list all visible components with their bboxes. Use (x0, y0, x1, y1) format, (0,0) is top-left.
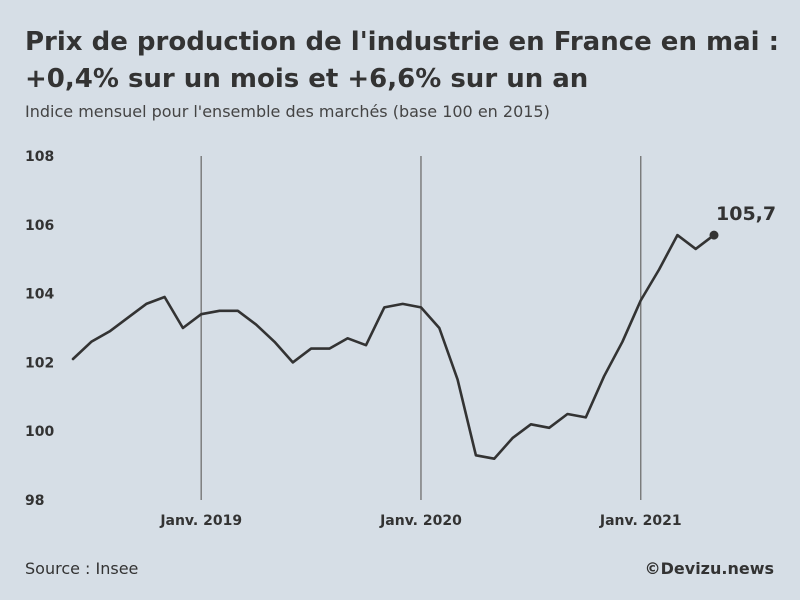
last-point-marker (709, 230, 719, 240)
y-axis: 98 100 102 104 106 108 (25, 149, 54, 509)
year-rules (200, 156, 642, 500)
y-tick-label: 104 (25, 287, 54, 303)
chart-title: Prix de production de l'industrie en Fra… (25, 24, 785, 98)
x-tick-label: Janv. 2021 (599, 513, 682, 529)
last-value-label: 105,7 (716, 203, 776, 225)
source-note: Source : Insee (25, 559, 139, 578)
y-tick-label: 108 (25, 149, 54, 165)
title-line-2: +0,4% sur un mois et +6,6% sur un an (25, 64, 589, 94)
series-line (71, 233, 716, 460)
x-axis: Janv. 2019 Janv. 2020 Janv. 2021 (159, 513, 681, 529)
chart-subtitle: Indice mensuel pour l'ensemble des march… (25, 102, 550, 121)
y-tick-label: 98 (25, 493, 44, 509)
y-tick-label: 102 (25, 355, 54, 371)
x-tick-label: Janv. 2019 (159, 513, 242, 529)
y-tick-label: 106 (25, 218, 54, 234)
title-line-1: Prix de production de l'industrie en Fra… (25, 27, 779, 57)
y-tick-label: 100 (25, 424, 54, 440)
x-tick-label: Janv. 2020 (379, 513, 462, 529)
credit-note: ©Devizu.news (644, 559, 774, 578)
